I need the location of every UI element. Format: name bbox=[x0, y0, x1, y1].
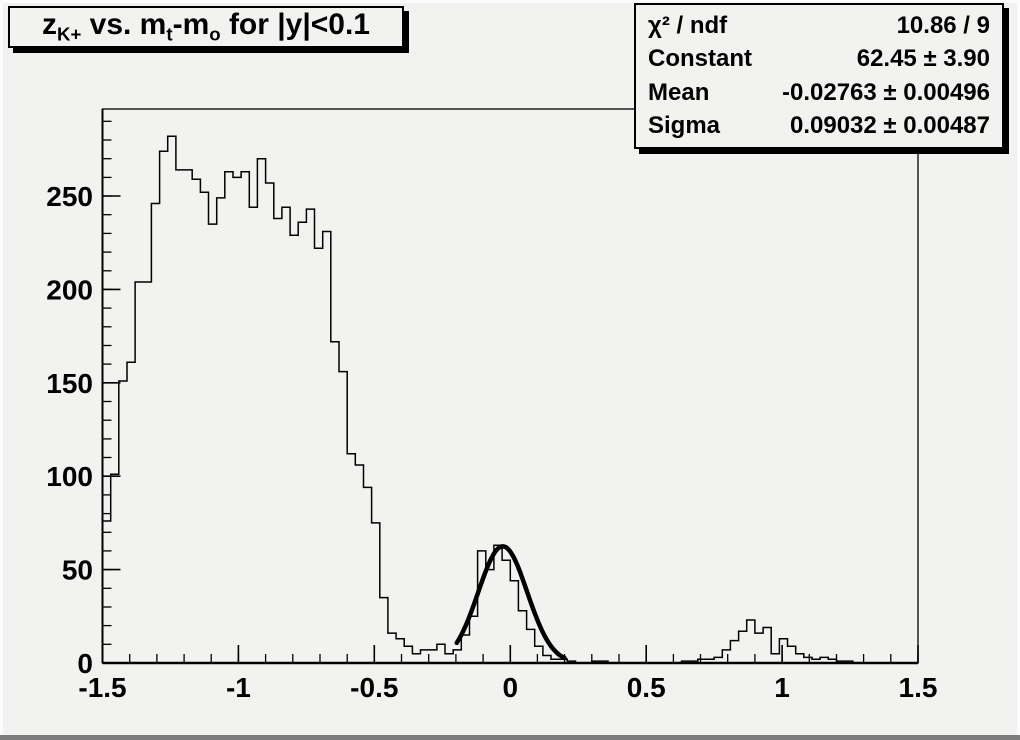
title-box: zK+ vs. mt-mo for |y|<0.1 bbox=[8, 6, 404, 48]
y-tick-label: 200 bbox=[46, 274, 93, 305]
stats-value-sigma: 0.09032 ± 0.00487 bbox=[789, 112, 990, 140]
stats-row-mean: Mean -0.02763 ± 0.00496 bbox=[636, 78, 1002, 106]
canvas-border-left bbox=[0, 0, 3, 740]
stats-row-constant: Constant 62.45 ± 3.90 bbox=[636, 47, 1002, 71]
title-text-part: -m bbox=[172, 8, 210, 42]
y-tick-label: 150 bbox=[46, 368, 93, 399]
x-tick-label: 1 bbox=[774, 672, 790, 703]
stats-label-chi2: χ² / ndf bbox=[648, 11, 728, 39]
x-tick-label: -0.5 bbox=[350, 672, 398, 703]
stats-value-constant: 62.45 ± 3.90 bbox=[856, 45, 990, 73]
title-text-part: z bbox=[42, 8, 58, 42]
stats-box: χ² / ndf 10.86 / 9 Constant 62.45 ± 3.90… bbox=[634, 3, 1004, 149]
title-subscript: K+ bbox=[57, 23, 82, 45]
canvas-border-top bbox=[0, 0, 1020, 3]
title-text-part: vs. m bbox=[81, 8, 167, 42]
title-subscript: o bbox=[209, 23, 221, 45]
canvas-border-bottom bbox=[0, 735, 1020, 740]
stats-row-sigma: Sigma 0.09032 ± 0.00487 bbox=[636, 114, 1002, 138]
x-tick-label: 1.5 bbox=[899, 672, 938, 703]
stats-label-constant: Constant bbox=[648, 45, 752, 73]
title-subscript: t bbox=[166, 23, 173, 45]
stats-value-mean: -0.02763 ± 0.00496 bbox=[781, 78, 990, 106]
canvas-border-right bbox=[1017, 0, 1020, 740]
x-tick-label: -1 bbox=[226, 672, 251, 703]
stats-row-chi2: χ² / ndf 10.86 / 9 bbox=[636, 11, 1002, 39]
stats-value-chi2: 10.86 / 9 bbox=[896, 11, 990, 39]
title-text-part: for |y|<0.1 bbox=[220, 8, 370, 42]
stats-label-mean: Mean bbox=[648, 78, 710, 106]
x-tick-label: 0 bbox=[503, 672, 519, 703]
plot-title: zK+ vs. mt-mo for |y|<0.1 bbox=[42, 8, 370, 46]
stats-label-sigma: Sigma bbox=[648, 112, 721, 140]
y-tick-label: 50 bbox=[62, 555, 93, 586]
y-tick-label: 100 bbox=[46, 461, 93, 492]
x-tick-label: 0.5 bbox=[627, 672, 666, 703]
gaussian-fit-curve bbox=[454, 544, 567, 661]
y-tick-label: 0 bbox=[77, 648, 93, 679]
x-tick-label: -1.5 bbox=[78, 672, 126, 703]
y-tick-label: 250 bbox=[46, 181, 93, 212]
histogram-outline bbox=[101, 135, 918, 664]
